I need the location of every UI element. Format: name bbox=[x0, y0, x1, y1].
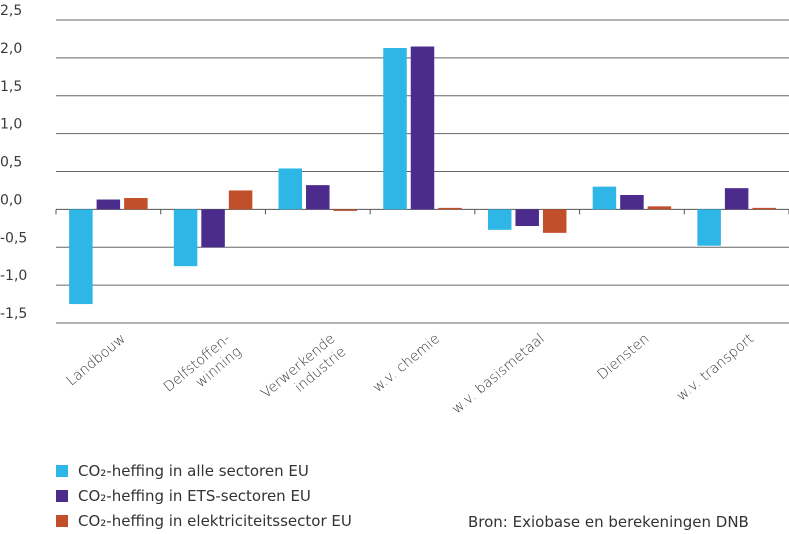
bar bbox=[410, 46, 435, 210]
category-label-line: w.v. transport bbox=[674, 331, 757, 405]
bar bbox=[333, 209, 358, 211]
bar bbox=[228, 190, 253, 210]
category-label-line: Landbouw bbox=[64, 331, 129, 389]
legend-swatch-elektriciteitssector bbox=[56, 515, 68, 527]
bar bbox=[515, 209, 539, 227]
legend-item-ets-sectoren: CO₂-heffing in ETS-sectoren EU bbox=[56, 486, 311, 506]
bar bbox=[173, 209, 198, 267]
category-label: Verwerkendeindustrie bbox=[258, 331, 349, 415]
bar bbox=[278, 168, 303, 210]
y-tick-label: -1,0 bbox=[0, 268, 27, 284]
bar bbox=[96, 199, 121, 210]
y-tick-label: -0,5 bbox=[0, 230, 27, 246]
y-tick-label: 0,0 bbox=[0, 192, 22, 208]
bar bbox=[487, 209, 512, 230]
category-label: Landbouw bbox=[64, 331, 129, 389]
category-label: w.v. transport bbox=[674, 331, 757, 405]
legend-swatch-alle-sectoren bbox=[56, 465, 68, 477]
bar bbox=[752, 207, 776, 210]
bar bbox=[697, 209, 721, 246]
bar bbox=[542, 209, 567, 233]
bar bbox=[724, 188, 749, 210]
category-label: Diensten bbox=[594, 331, 652, 383]
y-tick-label: 2,0 bbox=[0, 41, 22, 57]
bar bbox=[124, 198, 148, 210]
bar bbox=[438, 207, 462, 210]
y-tick-label: 1,5 bbox=[0, 79, 22, 95]
legend-label-elektriciteitssector: CO₂-heffing in elektriciteitssector EU bbox=[78, 512, 352, 530]
category-label: Delfstoffen-winning bbox=[161, 331, 245, 409]
category-label: w.v. chemie bbox=[370, 331, 443, 396]
bar bbox=[647, 206, 672, 210]
y-tick-label: 2,5 bbox=[0, 3, 22, 19]
y-tick-label: 0,5 bbox=[0, 155, 22, 171]
bar bbox=[306, 185, 330, 210]
legend-item-elektriciteitssector: CO₂-heffing in elektriciteitssector EU bbox=[56, 511, 352, 531]
legend-swatch-ets-sectoren bbox=[56, 490, 68, 502]
bar bbox=[383, 48, 407, 210]
category-label-line: w.v. basismetaal bbox=[449, 331, 548, 417]
category-label-line: Diensten bbox=[594, 331, 652, 383]
bar bbox=[592, 186, 617, 210]
y-tick-label: 1,0 bbox=[0, 117, 22, 133]
legend-label-ets-sectoren: CO₂-heffing in ETS-sectoren EU bbox=[78, 487, 311, 505]
bar bbox=[69, 209, 93, 305]
bar bbox=[620, 194, 644, 210]
category-label: w.v. basismetaal bbox=[449, 331, 548, 417]
legend-label-alle-sectoren: CO₂-heffing in alle sectoren EU bbox=[78, 462, 309, 480]
y-tick-label: -1,5 bbox=[0, 306, 27, 322]
category-label-line: w.v. chemie bbox=[370, 331, 443, 396]
source-note: Bron: Exiobase en berekeningen DNB bbox=[468, 513, 749, 531]
bar bbox=[201, 209, 225, 248]
legend-item-alle-sectoren: CO₂-heffing in alle sectoren EU bbox=[56, 461, 309, 481]
